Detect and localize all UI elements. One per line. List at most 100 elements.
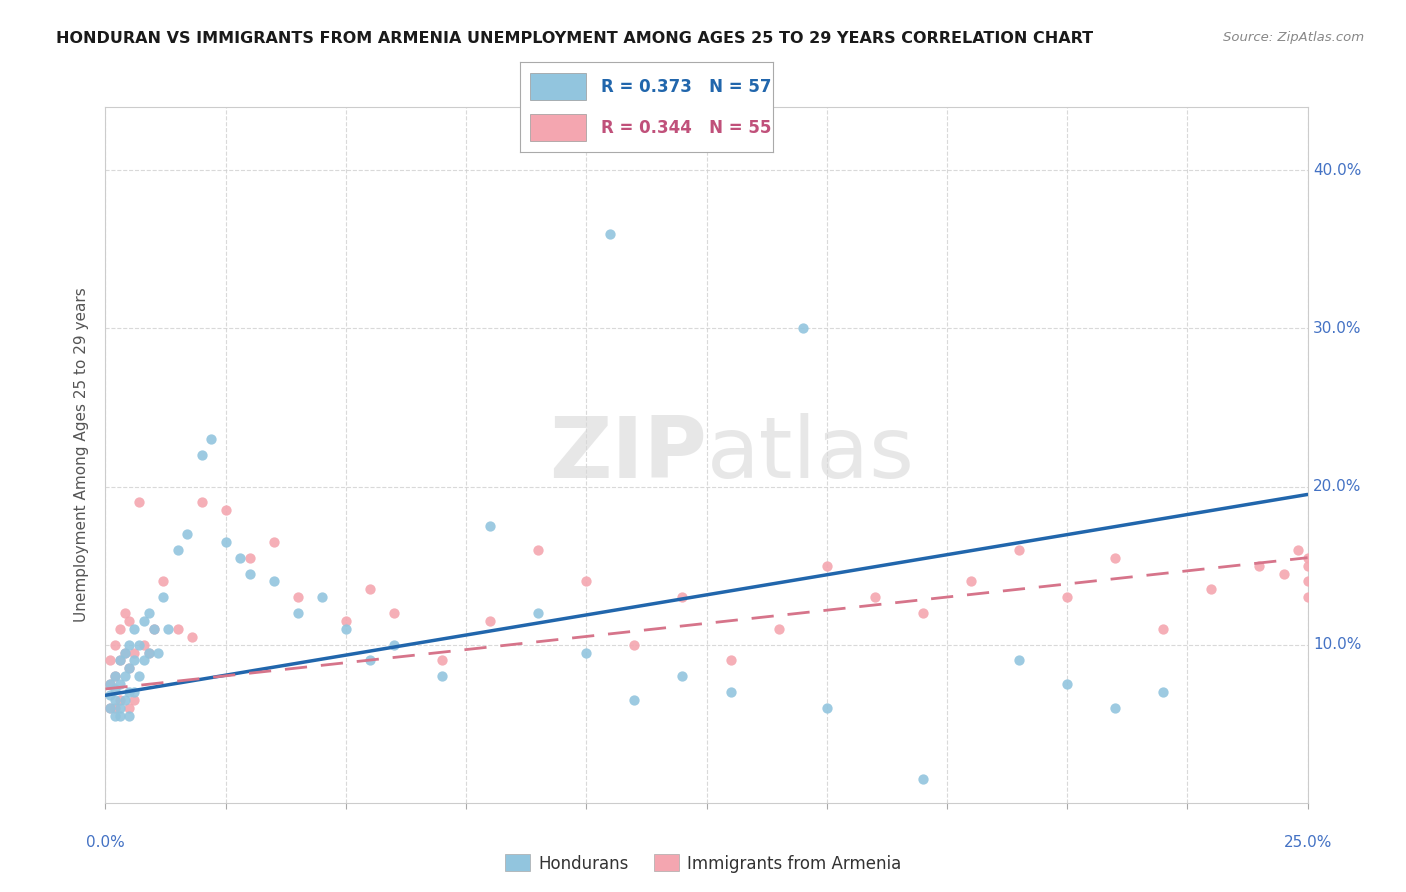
Point (104, 669, 127, 683)
Point (114, 669, 136, 683)
Point (720, 685, 742, 699)
Text: R = 0.344   N = 55: R = 0.344 N = 55 (602, 119, 772, 136)
Point (479, 614, 502, 628)
Point (98, 653, 121, 667)
Point (118, 685, 141, 699)
Point (1056, 677, 1078, 691)
Point (214, 503, 236, 517)
Point (142, 622, 165, 636)
Point (671, 669, 693, 683)
Point (128, 669, 150, 683)
Point (98, 688, 121, 702)
Point (181, 630, 204, 644)
Point (124, 646, 146, 660)
Point (108, 693, 131, 707)
Point (671, 591, 693, 605)
Point (1104, 550, 1126, 565)
Point (1008, 653, 1031, 667)
Point (1056, 591, 1078, 605)
Point (815, 701, 838, 715)
Point (263, 574, 285, 589)
Point (479, 519, 502, 533)
Text: 30.0%: 30.0% (1313, 321, 1361, 336)
Point (108, 701, 131, 715)
Text: R = 0.373   N = 57: R = 0.373 N = 57 (602, 78, 772, 95)
Point (200, 432, 222, 446)
Point (124, 685, 146, 699)
Text: 25.0%: 25.0% (1284, 836, 1331, 850)
Point (124, 622, 146, 636)
Point (176, 527, 198, 541)
Point (623, 693, 645, 707)
Point (911, 606, 934, 620)
Point (287, 606, 309, 620)
Point (1104, 701, 1126, 715)
Point (166, 542, 188, 557)
Point (166, 622, 188, 636)
Point (335, 622, 357, 636)
Point (118, 708, 141, 723)
Point (1152, 622, 1174, 636)
Text: 0.0%: 0.0% (86, 836, 125, 850)
Point (108, 653, 131, 667)
Point (108, 653, 131, 667)
Point (114, 646, 136, 660)
Point (118, 661, 141, 675)
Point (335, 614, 357, 628)
Point (114, 646, 136, 660)
Point (575, 574, 598, 589)
Point (1296, 558, 1319, 573)
Point (239, 550, 262, 565)
Point (104, 708, 127, 723)
Point (263, 534, 285, 549)
Point (527, 542, 550, 557)
Point (623, 638, 645, 652)
Text: Source: ZipAtlas.com: Source: ZipAtlas.com (1223, 31, 1364, 45)
Point (148, 646, 170, 660)
Point (1272, 566, 1295, 581)
Point (911, 772, 934, 786)
Point (118, 661, 141, 675)
Point (1296, 591, 1319, 605)
Point (214, 534, 236, 549)
Point (128, 638, 150, 652)
Point (792, 321, 814, 335)
Point (720, 653, 742, 667)
Point (382, 638, 405, 652)
Point (768, 622, 790, 636)
FancyBboxPatch shape (530, 114, 586, 141)
Text: atlas: atlas (707, 413, 914, 497)
Point (128, 495, 150, 509)
Point (430, 653, 453, 667)
Point (190, 448, 212, 462)
Point (138, 606, 160, 620)
Point (359, 582, 381, 597)
Point (142, 622, 165, 636)
Point (156, 622, 179, 636)
Point (575, 646, 598, 660)
Point (863, 591, 886, 605)
Point (138, 646, 160, 660)
Point (98, 701, 121, 715)
Point (1249, 558, 1271, 573)
Text: ZIP: ZIP (548, 413, 707, 497)
Point (98, 677, 121, 691)
Text: 20.0%: 20.0% (1313, 479, 1361, 494)
Point (104, 681, 127, 696)
Point (118, 614, 141, 628)
Point (430, 669, 453, 683)
Point (118, 638, 141, 652)
Text: 10.0%: 10.0% (1313, 637, 1361, 652)
Point (104, 693, 127, 707)
Point (104, 669, 127, 683)
Point (124, 653, 146, 667)
Point (1286, 542, 1309, 557)
Point (152, 591, 174, 605)
Text: HONDURAN VS IMMIGRANTS FROM ARMENIA UNEMPLOYMENT AMONG AGES 25 TO 29 YEARS CORRE: HONDURAN VS IMMIGRANTS FROM ARMENIA UNEM… (56, 31, 1094, 46)
FancyBboxPatch shape (530, 73, 586, 100)
Point (190, 495, 212, 509)
Point (1008, 542, 1031, 557)
Point (108, 622, 131, 636)
Point (815, 558, 838, 573)
Point (1296, 550, 1319, 565)
